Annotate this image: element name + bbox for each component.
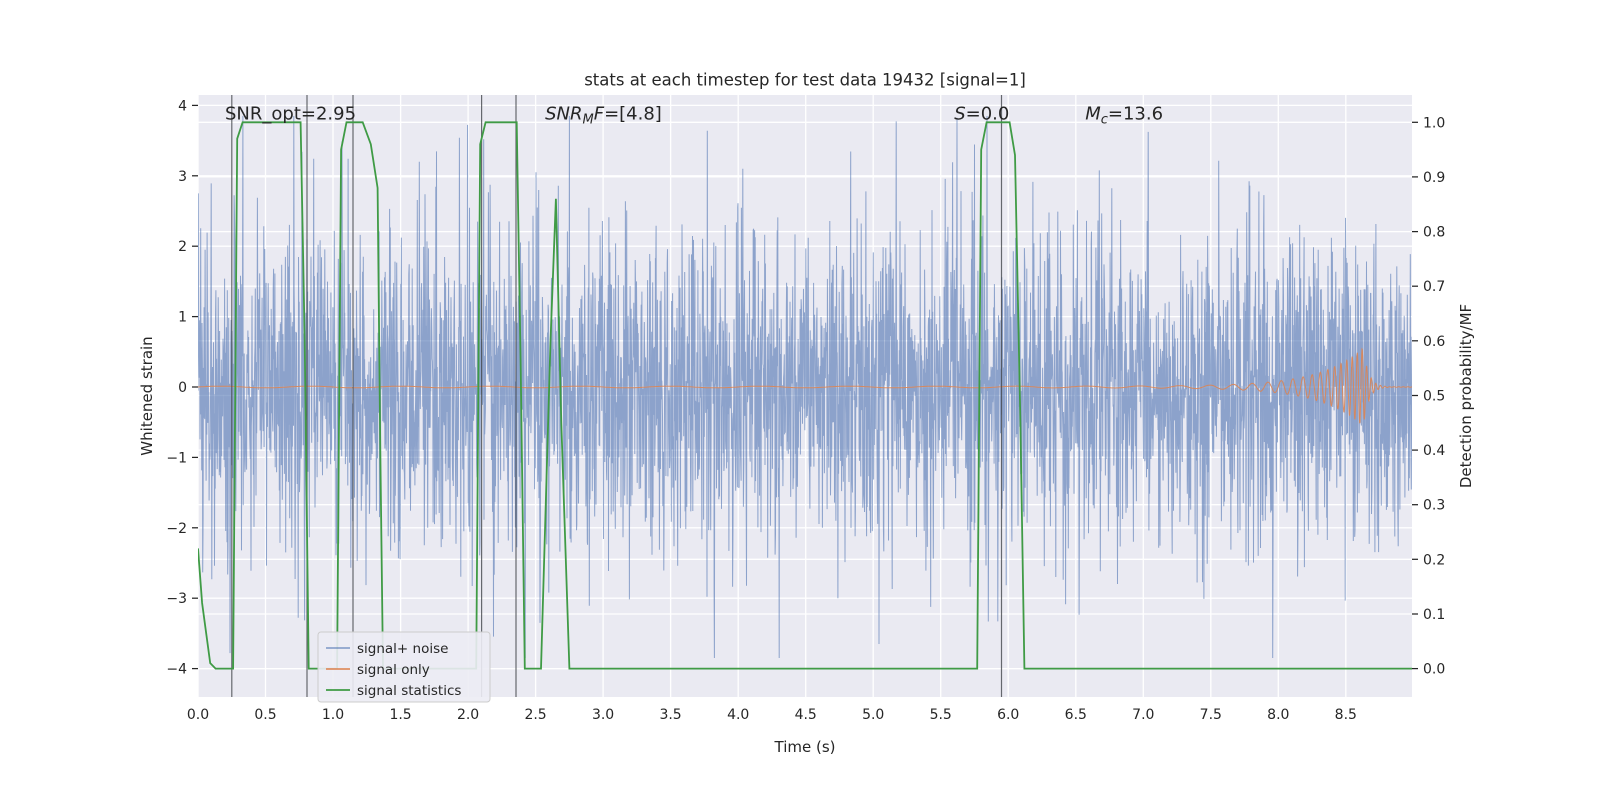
annotation-text: S=0.0 [954,104,1009,125]
x-tick-label: 0.0 [187,707,209,723]
x-tick-label: 3.0 [592,707,614,723]
y-right-tick-label: 0.5 [1423,389,1445,405]
annotation-text: Mc=13.6 [1085,104,1163,128]
y-left-tick-label: −3 [166,591,187,607]
legend-box [317,631,491,703]
x-tick-label: 2.5 [524,707,546,723]
x-tick-label: 2.0 [457,707,479,723]
x-tick-label: 4.0 [727,707,749,723]
legend: signal+ noise signal only signal statistic… [317,631,491,703]
annotation-text: SNRMF=[4.8] [545,104,662,128]
x-tick-label: 3.5 [659,707,681,723]
series-signal-plus-noise [198,115,1412,659]
legend-label: signal only [357,662,430,678]
y-right-tick-label: 0.7 [1423,279,1445,295]
y-right-tick-label: 0.8 [1423,225,1445,241]
y-left-tick-label: 4 [178,98,187,114]
y-right-tick-label: 0.9 [1423,170,1445,186]
x-tick-label: 7.0 [1132,707,1154,723]
x-tick-label: 8.0 [1267,707,1289,723]
tick-labels: 0.0 0.5 1.0 1.5 2.0 2.5 3.0 3.5 4.0 4.5 5.0 5.5 6.0 6… [166,98,1445,723]
series-signal-only [198,347,1412,424]
y-right-tick-label: 0.4 [1423,443,1445,459]
y-right-tick-label: 0.1 [1423,607,1445,623]
x-tick-label: 6.0 [997,707,1019,723]
y-right-tick-label: 0.2 [1423,552,1445,568]
y-right-tick-label: 0.6 [1423,334,1445,350]
y-axis-label-right: Detection probability/MF [1457,303,1475,489]
y-right-tick-label: 0.0 [1423,662,1445,678]
annotations: SNR_opt=2.95 SNRMF=[4.8] S=0.0 Mc=13.6 [225,104,1163,128]
x-tick-label: 0.5 [254,707,276,723]
y-left-tick-label: −4 [166,662,187,678]
legend-label: signal+ noise [357,641,448,657]
annotation-text: SNR_opt=2.95 [225,104,356,125]
x-tick-label: 1.5 [389,707,411,723]
y-left-tick-label: −2 [166,521,187,537]
x-axis-label: Time (s) [774,738,836,756]
y-left-tick-label: 2 [178,239,187,255]
y-left-tick-label: 3 [178,169,187,185]
x-tick-label: 4.5 [795,707,817,723]
x-tick-label: 8.5 [1335,707,1357,723]
tick-marks [192,104,1418,670]
y-left-tick-label: 1 [178,310,187,326]
x-tick-label: 6.5 [1065,707,1087,723]
y-right-tick-label: 0.3 [1423,498,1445,514]
x-tick-label: 5.5 [930,707,952,723]
x-tick-label: 7.5 [1200,707,1222,723]
y-axis-label-left: Whitened strain [138,336,156,456]
y-left-tick-label: 0 [178,380,187,396]
y-left-tick-label: −1 [166,450,187,466]
legend-label: signal statistics [357,683,461,699]
y-right-tick-label: 1.0 [1423,115,1445,131]
chart-title: stats at each timestep for test data 194… [584,70,1026,90]
x-tick-label: 5.0 [862,707,884,723]
x-tick-label: 1.0 [322,707,344,723]
